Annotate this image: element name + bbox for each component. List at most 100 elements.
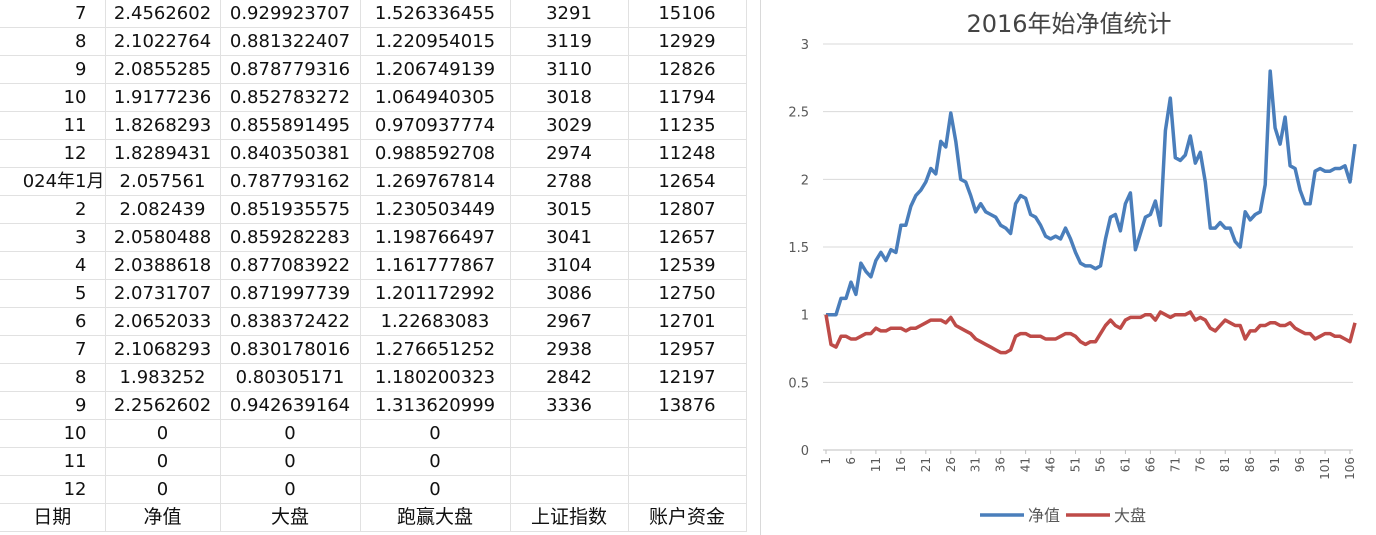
table-cell[interactable]: 7	[0, 0, 106, 28]
table-cell[interactable]: 5	[0, 279, 106, 308]
table-cell[interactable]	[510, 475, 629, 504]
table-cell[interactable]: 0.830178016	[220, 335, 361, 364]
table-cell[interactable]: 12807	[628, 195, 747, 224]
table-cell[interactable]: 0	[105, 475, 221, 504]
column-header[interactable]: 大盘	[220, 503, 361, 532]
table-cell[interactable]: 1.269767814	[360, 167, 511, 196]
table-cell[interactable]: 0.988592708	[360, 139, 511, 168]
table-cell[interactable]: 10	[0, 419, 106, 448]
table-cell[interactable]	[628, 419, 747, 448]
table-cell[interactable]: 3110	[510, 55, 629, 84]
table-row[interactable]: 9 2.0855285 0.878779316 1.206749139 3110 1282…	[0, 55, 747, 84]
table-cell[interactable]: 1.313620999	[360, 391, 511, 420]
table-cell[interactable]: 3029	[510, 111, 629, 140]
table-cell[interactable]: 1.220954015	[360, 27, 511, 56]
table-row[interactable]: 8 1.983252 0.80305171 1.180200323 2842 12197	[0, 363, 747, 392]
table-cell[interactable]: 0	[220, 447, 361, 476]
table-cell[interactable]: 2.0855285	[105, 55, 221, 84]
table-cell[interactable]: 1.22683083	[360, 307, 511, 336]
table-cell[interactable]: 1.8268293	[105, 111, 221, 140]
table-cell[interactable]: 12701	[628, 307, 747, 336]
table-cell[interactable]: 0	[220, 419, 361, 448]
table-cell[interactable]: 11794	[628, 83, 747, 112]
column-header[interactable]: 跑赢大盘	[360, 503, 511, 532]
table-cell[interactable]: 2.057561	[105, 167, 221, 196]
table-row[interactable]: 9 2.2562602 0.942639164 1.313620999 3336 1387…	[0, 391, 747, 420]
table-cell[interactable]: 9	[0, 55, 106, 84]
table-cell[interactable]: 0.840350381	[220, 139, 361, 168]
table-cell[interactable]: 0.970937774	[360, 111, 511, 140]
table-cell[interactable]	[628, 447, 747, 476]
table-cell[interactable]: 3018	[510, 83, 629, 112]
table-cell[interactable]: 11	[0, 447, 106, 476]
table-cell[interactable]: 0.838372422	[220, 307, 361, 336]
table-cell[interactable]: 2.4562602	[105, 0, 221, 28]
table-cell[interactable]: 2788	[510, 167, 629, 196]
table-cell[interactable]: 12957	[628, 335, 747, 364]
table-cell[interactable]: 3336	[510, 391, 629, 420]
table-cell[interactable]: 0	[360, 419, 511, 448]
series-line-market[interactable]	[824, 310, 1357, 355]
table-cell[interactable]: 6	[0, 307, 106, 336]
table-cell[interactable]: 0.881322407	[220, 27, 361, 56]
table-cell[interactable]: 0.878779316	[220, 55, 361, 84]
table-cell[interactable]: 3086	[510, 279, 629, 308]
table-cell[interactable]: 0.852783272	[220, 83, 361, 112]
table-cell[interactable]: 0.80305171	[220, 363, 361, 392]
table-cell[interactable]: 1.180200323	[360, 363, 511, 392]
table-cell[interactable]: 2.0652033	[105, 307, 221, 336]
table-cell[interactable]: 8	[0, 27, 106, 56]
table-cell[interactable]: 1.276651252	[360, 335, 511, 364]
table-cell[interactable]: 12826	[628, 55, 747, 84]
table-cell[interactable]: 2842	[510, 363, 629, 392]
table-row[interactable]: 7 2.4562602 0.929923707 1.526336455 3291 1510…	[0, 0, 747, 28]
table-cell[interactable]: 12539	[628, 251, 747, 280]
table-cell[interactable]: 2.2562602	[105, 391, 221, 420]
table-cell[interactable]: 1.526336455	[360, 0, 511, 28]
table-cell[interactable]: 4	[0, 251, 106, 280]
table-cell[interactable]: 9	[0, 391, 106, 420]
table-cell[interactable]	[628, 475, 747, 504]
table-cell[interactable]: 2967	[510, 307, 629, 336]
table-cell[interactable]: 0.929923707	[220, 0, 361, 28]
table-row[interactable]: 12 0 0 0	[0, 475, 747, 504]
table-cell[interactable]: 2.1068293	[105, 335, 221, 364]
table-cell[interactable]: 13876	[628, 391, 747, 420]
table-cell[interactable]: 0.877083922	[220, 251, 361, 280]
table-row[interactable]: 12 1.8289431 0.840350381 0.988592708 2974 112…	[0, 139, 747, 168]
table-cell[interactable]	[510, 447, 629, 476]
table-cell[interactable]: 11248	[628, 139, 747, 168]
table-row[interactable]: 5 2.0731707 0.871997739 1.201172992 3086 1275…	[0, 279, 747, 308]
table-cell[interactable]: 0.859282283	[220, 223, 361, 252]
table-row[interactable]: 4 2.0388618 0.877083922 1.161777867 3104 1253…	[0, 251, 747, 280]
series-line-net-value[interactable]	[826, 69, 1357, 317]
table-row[interactable]: 2 2.082439 0.851935575 1.230503449 3015 12807	[0, 195, 747, 224]
table-row[interactable]: 10 1.9177236 0.852783272 1.064940305 3018 117…	[0, 83, 747, 112]
table-cell[interactable]: 12654	[628, 167, 747, 196]
table-cell[interactable]: 1.064940305	[360, 83, 511, 112]
table-cell[interactable]: 12657	[628, 223, 747, 252]
table-cell[interactable]: 3291	[510, 0, 629, 28]
table-cell[interactable]: 7	[0, 335, 106, 364]
table-cell[interactable]: 10	[0, 83, 106, 112]
table-cell[interactable]: 024年1月	[0, 167, 106, 196]
table-cell[interactable]: 0	[360, 475, 511, 504]
table-cell[interactable]: 12929	[628, 27, 747, 56]
table-cell[interactable]: 12750	[628, 279, 747, 308]
table-cell[interactable]: 0.855891495	[220, 111, 361, 140]
table-cell[interactable]: 2938	[510, 335, 629, 364]
table-cell[interactable]: 2974	[510, 139, 629, 168]
table-cell[interactable]: 1.198766497	[360, 223, 511, 252]
table-cell[interactable]: 8	[0, 363, 106, 392]
table-cell[interactable]: 2.0388618	[105, 251, 221, 280]
table-cell[interactable]: 11	[0, 111, 106, 140]
table-cell[interactable]: 0	[105, 447, 221, 476]
table-cell[interactable]: 2.082439	[105, 195, 221, 224]
table-cell[interactable]: 3119	[510, 27, 629, 56]
table-cell[interactable]: 3041	[510, 223, 629, 252]
table-row[interactable]: 7 2.1068293 0.830178016 1.276651252 2938 1295…	[0, 335, 747, 364]
table-row[interactable]: 3 2.0580488 0.859282283 1.198766497 3041 1265…	[0, 223, 747, 252]
table-row[interactable]: 024年1月 2.057561 0.787793162 1.269767814 2788…	[0, 167, 747, 196]
table-cell[interactable]: 0	[105, 419, 221, 448]
table-cell[interactable]: 2	[0, 195, 106, 224]
